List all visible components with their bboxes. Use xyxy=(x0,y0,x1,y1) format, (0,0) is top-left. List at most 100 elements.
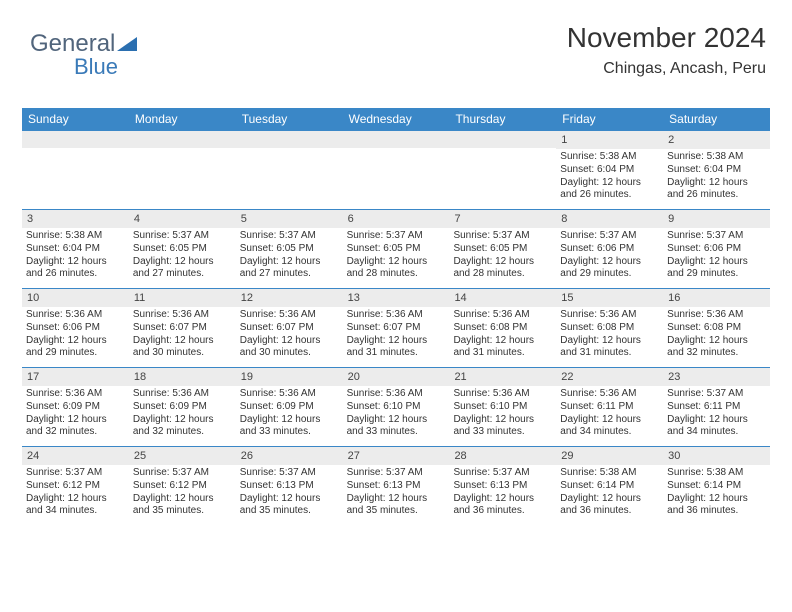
day-number: 13 xyxy=(343,289,450,307)
empty-cell xyxy=(449,131,556,209)
day-details: Sunrise: 5:36 AMSunset: 6:11 PMDaylight:… xyxy=(556,386,663,443)
day-details: Sunrise: 5:37 AMSunset: 6:06 PMDaylight:… xyxy=(556,228,663,285)
day-number: 7 xyxy=(449,210,556,228)
day-cell: 7Sunrise: 5:37 AMSunset: 6:05 PMDaylight… xyxy=(449,210,556,288)
day-number: 28 xyxy=(449,447,556,465)
day-cell: 4Sunrise: 5:37 AMSunset: 6:05 PMDaylight… xyxy=(129,210,236,288)
day-cell: 2Sunrise: 5:38 AMSunset: 6:04 PMDaylight… xyxy=(663,131,770,209)
sunrise-line: Sunrise: 5:37 AM xyxy=(347,230,446,243)
day-cell: 21Sunrise: 5:36 AMSunset: 6:10 PMDayligh… xyxy=(449,368,556,446)
daylight-line: Daylight: 12 hours and 33 minutes. xyxy=(347,414,446,440)
daylight-line: Daylight: 12 hours and 26 minutes. xyxy=(560,177,659,203)
daylight-line: Daylight: 12 hours and 33 minutes. xyxy=(453,414,552,440)
day-number: 4 xyxy=(129,210,236,228)
location-subtitle: Chingas, Ancash, Peru xyxy=(567,60,766,78)
day-details: Sunrise: 5:36 AMSunset: 6:08 PMDaylight:… xyxy=(449,307,556,364)
sunset-line: Sunset: 6:07 PM xyxy=(240,322,339,335)
sunset-line: Sunset: 6:14 PM xyxy=(667,480,766,493)
daylight-line: Daylight: 12 hours and 29 minutes. xyxy=(667,256,766,282)
day-cell: 18Sunrise: 5:36 AMSunset: 6:09 PMDayligh… xyxy=(129,368,236,446)
sunset-line: Sunset: 6:04 PM xyxy=(667,164,766,177)
day-number: 20 xyxy=(343,368,450,386)
day-details: Sunrise: 5:37 AMSunset: 6:12 PMDaylight:… xyxy=(22,465,129,522)
sunrise-line: Sunrise: 5:37 AM xyxy=(453,467,552,480)
day-number: 26 xyxy=(236,447,343,465)
sunrise-line: Sunrise: 5:38 AM xyxy=(560,467,659,480)
daylight-line: Daylight: 12 hours and 27 minutes. xyxy=(133,256,232,282)
day-details: Sunrise: 5:36 AMSunset: 6:07 PMDaylight:… xyxy=(236,307,343,364)
day-cell: 16Sunrise: 5:36 AMSunset: 6:08 PMDayligh… xyxy=(663,289,770,367)
sunset-line: Sunset: 6:05 PM xyxy=(347,243,446,256)
logo-text-b: Blue xyxy=(74,54,118,80)
sunrise-line: Sunrise: 5:37 AM xyxy=(133,230,232,243)
day-cell: 13Sunrise: 5:36 AMSunset: 6:07 PMDayligh… xyxy=(343,289,450,367)
sunrise-line: Sunrise: 5:36 AM xyxy=(26,388,125,401)
day-details: Sunrise: 5:37 AMSunset: 6:05 PMDaylight:… xyxy=(343,228,450,285)
day-cell: 15Sunrise: 5:36 AMSunset: 6:08 PMDayligh… xyxy=(556,289,663,367)
day-details: Sunrise: 5:37 AMSunset: 6:12 PMDaylight:… xyxy=(129,465,236,522)
day-number: 10 xyxy=(22,289,129,307)
sunrise-line: Sunrise: 5:38 AM xyxy=(560,151,659,164)
daylight-line: Daylight: 12 hours and 35 minutes. xyxy=(240,493,339,519)
day-details: Sunrise: 5:37 AMSunset: 6:13 PMDaylight:… xyxy=(449,465,556,522)
sunrise-line: Sunrise: 5:37 AM xyxy=(26,467,125,480)
sunrise-line: Sunrise: 5:36 AM xyxy=(240,309,339,322)
weekday-header: Saturday xyxy=(663,108,770,130)
daylight-line: Daylight: 12 hours and 30 minutes. xyxy=(133,335,232,361)
day-cell: 28Sunrise: 5:37 AMSunset: 6:13 PMDayligh… xyxy=(449,447,556,525)
sunrise-line: Sunrise: 5:36 AM xyxy=(240,388,339,401)
day-cell: 26Sunrise: 5:37 AMSunset: 6:13 PMDayligh… xyxy=(236,447,343,525)
day-number xyxy=(236,131,343,148)
week-row: 3Sunrise: 5:38 AMSunset: 6:04 PMDaylight… xyxy=(22,209,770,288)
sunrise-line: Sunrise: 5:36 AM xyxy=(667,309,766,322)
sunrise-line: Sunrise: 5:38 AM xyxy=(26,230,125,243)
sunrise-line: Sunrise: 5:37 AM xyxy=(560,230,659,243)
day-number: 11 xyxy=(129,289,236,307)
sunset-line: Sunset: 6:13 PM xyxy=(453,480,552,493)
sunset-line: Sunset: 6:08 PM xyxy=(667,322,766,335)
day-cell: 12Sunrise: 5:36 AMSunset: 6:07 PMDayligh… xyxy=(236,289,343,367)
daylight-line: Daylight: 12 hours and 30 minutes. xyxy=(240,335,339,361)
day-number: 16 xyxy=(663,289,770,307)
day-cell: 8Sunrise: 5:37 AMSunset: 6:06 PMDaylight… xyxy=(556,210,663,288)
sunrise-line: Sunrise: 5:36 AM xyxy=(133,388,232,401)
sunset-line: Sunset: 6:11 PM xyxy=(667,401,766,414)
day-cell: 5Sunrise: 5:37 AMSunset: 6:05 PMDaylight… xyxy=(236,210,343,288)
day-details: Sunrise: 5:37 AMSunset: 6:05 PMDaylight:… xyxy=(236,228,343,285)
sunset-line: Sunset: 6:08 PM xyxy=(453,322,552,335)
day-number: 6 xyxy=(343,210,450,228)
day-cell: 23Sunrise: 5:37 AMSunset: 6:11 PMDayligh… xyxy=(663,368,770,446)
day-cell: 24Sunrise: 5:37 AMSunset: 6:12 PMDayligh… xyxy=(22,447,129,525)
sunset-line: Sunset: 6:07 PM xyxy=(133,322,232,335)
day-number: 1 xyxy=(556,131,663,149)
sunset-line: Sunset: 6:07 PM xyxy=(347,322,446,335)
day-cell: 25Sunrise: 5:37 AMSunset: 6:12 PMDayligh… xyxy=(129,447,236,525)
sunrise-line: Sunrise: 5:36 AM xyxy=(560,309,659,322)
week-row: 17Sunrise: 5:36 AMSunset: 6:09 PMDayligh… xyxy=(22,367,770,446)
daylight-line: Daylight: 12 hours and 36 minutes. xyxy=(667,493,766,519)
day-number: 27 xyxy=(343,447,450,465)
day-details: Sunrise: 5:38 AMSunset: 6:04 PMDaylight:… xyxy=(556,149,663,206)
weekday-header: Wednesday xyxy=(343,108,450,130)
daylight-line: Daylight: 12 hours and 31 minutes. xyxy=(347,335,446,361)
day-number xyxy=(22,131,129,148)
day-cell: 6Sunrise: 5:37 AMSunset: 6:05 PMDaylight… xyxy=(343,210,450,288)
sunrise-line: Sunrise: 5:36 AM xyxy=(453,388,552,401)
day-number xyxy=(343,131,450,148)
day-details: Sunrise: 5:36 AMSunset: 6:10 PMDaylight:… xyxy=(343,386,450,443)
day-cell: 22Sunrise: 5:36 AMSunset: 6:11 PMDayligh… xyxy=(556,368,663,446)
sunset-line: Sunset: 6:12 PM xyxy=(26,480,125,493)
day-number: 25 xyxy=(129,447,236,465)
month-title: November 2024 xyxy=(567,22,766,54)
day-details: Sunrise: 5:37 AMSunset: 6:11 PMDaylight:… xyxy=(663,386,770,443)
sunset-line: Sunset: 6:06 PM xyxy=(560,243,659,256)
sunset-line: Sunset: 6:09 PM xyxy=(133,401,232,414)
day-details: Sunrise: 5:38 AMSunset: 6:04 PMDaylight:… xyxy=(22,228,129,285)
day-number: 22 xyxy=(556,368,663,386)
day-cell: 1Sunrise: 5:38 AMSunset: 6:04 PMDaylight… xyxy=(556,131,663,209)
weekday-header: Friday xyxy=(556,108,663,130)
daylight-line: Daylight: 12 hours and 27 minutes. xyxy=(240,256,339,282)
daylight-line: Daylight: 12 hours and 35 minutes. xyxy=(347,493,446,519)
day-number: 29 xyxy=(556,447,663,465)
day-details: Sunrise: 5:37 AMSunset: 6:05 PMDaylight:… xyxy=(129,228,236,285)
